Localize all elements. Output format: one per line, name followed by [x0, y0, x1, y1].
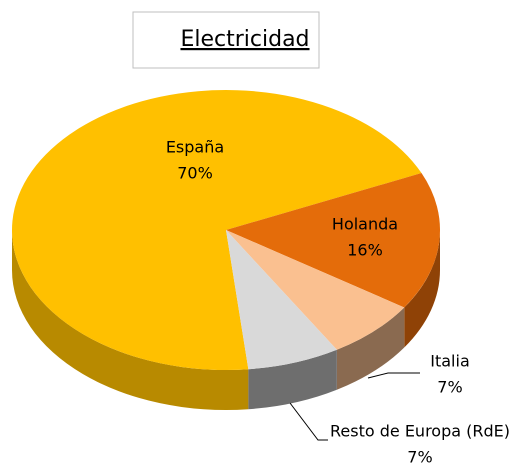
- title-box: [132, 11, 320, 69]
- slice-side: [248, 349, 337, 410]
- slice: [226, 173, 440, 308]
- slice: [226, 230, 337, 370]
- slice-label: España: [166, 138, 224, 157]
- slice-label: Italia: [430, 352, 470, 371]
- slice-side: [12, 230, 249, 410]
- leader-line: [367, 372, 420, 379]
- slice-side: [336, 307, 405, 390]
- slice-label: Resto de Europa (RdE): [330, 422, 510, 441]
- slice: [11, 89, 422, 370]
- slice-value-label: 7%: [407, 448, 432, 464]
- slice-label: Holanda: [332, 215, 398, 234]
- leader-line: [289, 402, 328, 441]
- slice-side: [404, 230, 440, 348]
- slice-value-label: 7%: [437, 378, 462, 397]
- slice-value-label: 16%: [347, 241, 383, 260]
- slice-value-label: 70%: [177, 164, 213, 183]
- slice: [226, 230, 405, 350]
- chart-title: Electricidad: [180, 27, 309, 52]
